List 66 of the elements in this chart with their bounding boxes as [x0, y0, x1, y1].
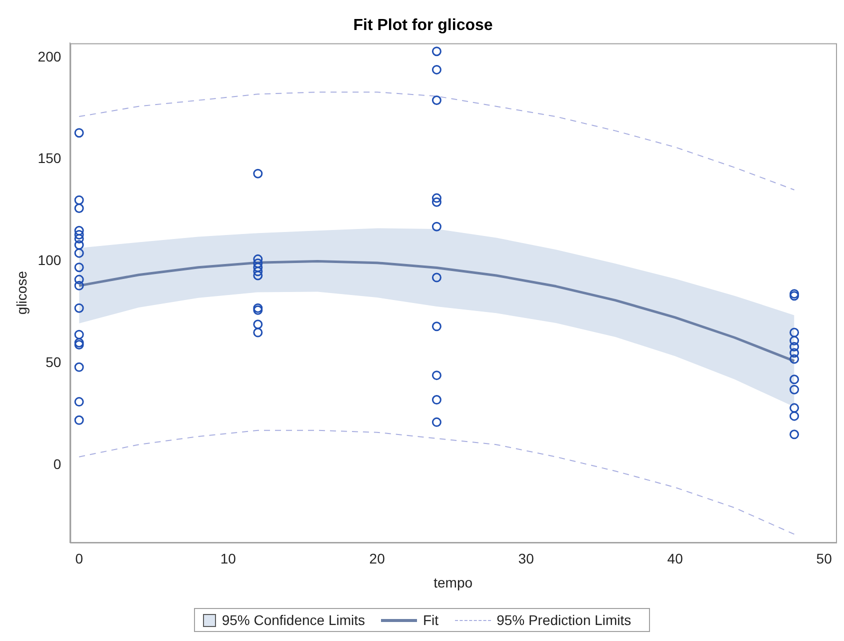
- point: [253, 328, 263, 338]
- y-tick-label: 150: [38, 150, 62, 166]
- y-tick-label: 0: [53, 456, 62, 472]
- point: [253, 168, 263, 178]
- text: 95% Confidence Limits: [222, 612, 365, 628]
- point: [253, 266, 263, 276]
- line-series: [78, 92, 795, 190]
- x-axis-title: tempo: [434, 574, 473, 590]
- point: [74, 397, 84, 407]
- point: [432, 197, 442, 207]
- point: [253, 320, 263, 330]
- x-tick-label: 10: [220, 550, 236, 567]
- point: [74, 303, 84, 313]
- point: [790, 411, 800, 421]
- y-tick-label: 50: [46, 354, 62, 370]
- point: [432, 322, 442, 332]
- y-tick-label: 100: [38, 252, 62, 268]
- point: [74, 240, 84, 250]
- point: [74, 362, 84, 372]
- x-tick-label: 50: [816, 550, 832, 567]
- point: [74, 234, 84, 244]
- point: [790, 328, 800, 338]
- x-tick-label: 0: [75, 550, 84, 567]
- y-axis-title: glicose: [13, 270, 30, 315]
- y-tick-label: 200: [38, 48, 62, 64]
- point: [790, 430, 800, 440]
- point: [432, 417, 442, 427]
- point: [432, 64, 442, 74]
- point: [432, 272, 442, 282]
- point: [74, 280, 84, 290]
- chart-title: Fit Plot for glicose: [353, 17, 493, 34]
- point: [74, 230, 84, 240]
- point: [253, 262, 263, 272]
- point: [790, 336, 800, 346]
- point: [253, 270, 263, 280]
- point: [74, 340, 84, 350]
- point: [74, 195, 84, 205]
- point: [432, 395, 442, 405]
- legend-label: Fit: [423, 612, 439, 628]
- x-tick-label: 30: [518, 550, 534, 567]
- point: [253, 258, 263, 268]
- point: [790, 374, 800, 384]
- point: [74, 203, 84, 213]
- line-series: [78, 430, 795, 535]
- point: [432, 46, 442, 56]
- point: [74, 338, 84, 348]
- legend-label: 95% Prediction Limits: [496, 612, 632, 628]
- point: [790, 348, 800, 358]
- point: [432, 193, 442, 203]
- point: [74, 330, 84, 340]
- point: [432, 222, 442, 232]
- point: [790, 342, 800, 352]
- point: [74, 226, 84, 236]
- point: [432, 370, 442, 380]
- point: [790, 384, 800, 394]
- x-tick-label: 40: [667, 550, 684, 567]
- point: [432, 96, 442, 105]
- point: [790, 354, 800, 364]
- point: [253, 254, 263, 264]
- point: [74, 262, 84, 272]
- x-tick-label: 20: [369, 550, 386, 567]
- point: [74, 415, 84, 425]
- point: [74, 248, 84, 258]
- point: [74, 274, 84, 284]
- point: [74, 128, 84, 138]
- point: [790, 403, 800, 413]
